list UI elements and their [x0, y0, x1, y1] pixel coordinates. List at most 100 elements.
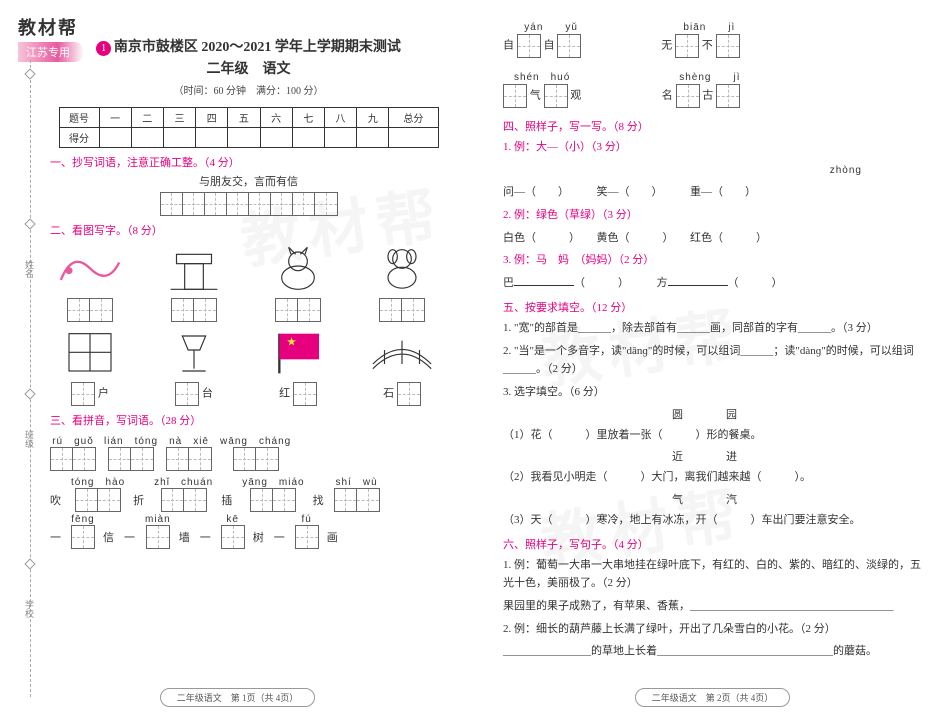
pinyin-row-2: 吹 tóng hào 折 zhǐ chuán 插 yāng miáo 找 shí… — [50, 473, 447, 512]
caption: 红 — [258, 382, 338, 406]
exam-header: 1 南京市鼓楼区 2020～2021 学年上学期期末测试 二年级 语文 （时间：… — [50, 36, 447, 97]
tian-grid[interactable] — [171, 298, 217, 322]
flag-icon: ★ — [263, 328, 333, 378]
char-pair-1: 圆 园 — [503, 406, 922, 422]
tian-grid[interactable] — [233, 447, 279, 471]
cell: 六 — [260, 108, 292, 128]
section-label: 四、照样子，写一写。 — [503, 121, 613, 133]
idiom-block: yán yǔ 自 自 — [503, 18, 581, 58]
binding-diamond-icon — [24, 68, 35, 79]
cell: 总分 — [389, 108, 438, 128]
image-block: ★ 红 — [258, 328, 338, 406]
lamp-icon — [159, 328, 229, 378]
q4-2-items: 白色（ ） 黄色（ ） 红色（ ） — [503, 229, 922, 248]
char-pair-3: 气 汽 — [503, 491, 922, 507]
image-block: 台 — [154, 328, 234, 406]
tian-grid[interactable] — [275, 298, 321, 322]
cell: 八 — [324, 108, 356, 128]
brand-title: 教材帮 — [18, 14, 84, 40]
image-block — [154, 244, 234, 322]
pre-char: 一 — [50, 529, 61, 545]
cell: 四 — [196, 108, 228, 128]
section-6-title: 六、照样子，写句子。（4 分） — [503, 536, 922, 552]
q5-3-label: 3. 选字填空。（6 分） — [503, 383, 922, 402]
image-block — [362, 244, 442, 322]
idiom-row-1: yán yǔ 自 自 biān jì 无 不 — [503, 18, 922, 58]
cell: 三 — [163, 108, 195, 128]
q4-3: 3. 例：马 妈 （妈妈）（2 分） — [503, 251, 922, 270]
section-label: 五、按要求填空。 — [503, 302, 591, 314]
section-pts: （8 分） — [127, 225, 163, 237]
dog-icon — [367, 244, 437, 294]
q4-1-pinyin: zhòng — [503, 161, 922, 180]
section-pts: （8 分） — [613, 121, 649, 133]
tian-grid[interactable] — [166, 447, 212, 471]
q5-2: 2. "当"是一个多音字，读"dānɡ"的时候，可以组词______；读"dàn… — [503, 342, 922, 379]
q6-1b: 果园里的果子成熟了，有苹果、香蕉，_______________________… — [503, 597, 922, 616]
pre-char: 信 — [103, 529, 114, 545]
page-right: yán yǔ 自 自 biān jì 无 不 shén huó 气 观 shèn… — [475, 0, 950, 717]
tian-grid[interactable] — [160, 192, 338, 216]
tian-grid[interactable] — [108, 447, 154, 471]
caption: 台 — [154, 382, 234, 406]
footer-right: 二年级语文 第 2页（共 4页） — [475, 688, 950, 707]
tian-grid[interactable] — [50, 447, 96, 471]
tian-grid[interactable] — [379, 298, 425, 322]
binding-label: 学校 — [23, 600, 36, 618]
idiom-block: shèng jì 名 古 — [661, 68, 740, 108]
q5-3-3: （3）天（ ）寒冷，地上有冰冻，开（ ）车出门要注意安全。 — [503, 511, 922, 530]
idiom-block: shén huó 气 观 — [503, 68, 581, 108]
section-pts: （12 分） — [591, 302, 632, 314]
image-row-2: 户 台 ★ 红 石 — [50, 328, 447, 406]
pre-char: 插 — [221, 492, 232, 508]
pinyin-block: lián tóng — [104, 432, 158, 471]
binding-label: 姓名 — [23, 260, 36, 278]
building-icon — [159, 244, 229, 294]
binding-line: 姓名 班级 学校 — [30, 60, 44, 697]
pinyin-row-1: rú guǒ lián tóng nà xiē wāng cháng — [50, 432, 447, 471]
cell: 得分 — [59, 128, 99, 148]
cat-icon — [263, 244, 333, 294]
pinyin-row-3: 一 fēng 信 一 miàn 墙 一 kē 树 一 fú 画 — [50, 514, 447, 549]
image-block — [258, 244, 338, 322]
char-pair-2: 近 进 — [503, 448, 922, 464]
caption: 户 — [50, 382, 130, 406]
page-left: 教材帮 江苏专用 姓名 班级 学校 1 南京市鼓楼区 2020～2021 学年上… — [0, 0, 475, 717]
dragon-icon — [55, 244, 125, 294]
binding-label: 班级 — [23, 430, 36, 448]
pinyin-block: rú guǒ — [50, 432, 96, 471]
page-number: 二年级语文 第 1页（共 4页） — [160, 688, 316, 707]
exam-title: 南京市鼓楼区 2020～2021 学年上学期期末测试 — [114, 40, 401, 55]
section-3-title: 三、看拼音，写词语。（28 分） — [50, 412, 447, 428]
section-label: 二、看图写字。 — [50, 225, 127, 237]
pre-char: 吹 — [50, 492, 61, 508]
q6-2b: ________________的草地上长着__________________… — [503, 642, 922, 661]
q4-1-items: 问—（ ） 笑—（ ） 重—（ ） — [503, 183, 922, 202]
binding-diamond-icon — [24, 388, 35, 399]
pre-char: 一 — [124, 529, 135, 545]
page-number: 二年级语文 第 2页（共 4页） — [635, 688, 791, 707]
q4-2: 2. 例：绿色（草绿）（3 分） — [503, 206, 922, 225]
section-label: 一、抄写词语，注意正确工整。 — [50, 157, 204, 169]
section-1-title: 一、抄写词语，注意正确工整。（4 分） — [50, 154, 447, 170]
score-table: 题号 一 二 三 四 五 六 七 八 九 总分 得分 — [59, 107, 439, 148]
q5-3-1: （1）花（ ）里放着一张（ ）形的餐桌。 — [503, 426, 922, 445]
pre-char: 找 — [313, 492, 324, 508]
section-5-title: 五、按要求填空。（12 分） — [503, 299, 922, 315]
section-label: 六、照样子，写句子。 — [503, 539, 613, 551]
caption: 石 — [362, 382, 442, 406]
pre-char: 一 — [200, 529, 211, 545]
q6-1a: 1. 例：葡萄一大串一大串地挂在绿叶底下，有红的、白的、紫的、暗红的、淡绿的，五… — [503, 556, 922, 593]
image-row-1 — [50, 244, 447, 322]
brand: 教材帮 江苏专用 — [18, 14, 84, 62]
q5-1: 1. "宽"的部首是______，除去部首有______画，同部首的字有____… — [503, 319, 922, 338]
footer-left: 二年级语文 第 1页（共 4页） — [0, 688, 475, 707]
section-4-title: 四、照样子，写一写。（8 分） — [503, 118, 922, 134]
exam-subtitle: 二年级 语文 — [50, 58, 447, 78]
section-1-content: 与朋友交，言而有信 — [50, 174, 447, 216]
tian-grid[interactable] — [67, 298, 113, 322]
brand-tag: 江苏专用 — [18, 42, 84, 62]
cell: 七 — [292, 108, 324, 128]
pre-char: 一 — [274, 529, 285, 545]
binding-diamond-icon — [24, 558, 35, 569]
